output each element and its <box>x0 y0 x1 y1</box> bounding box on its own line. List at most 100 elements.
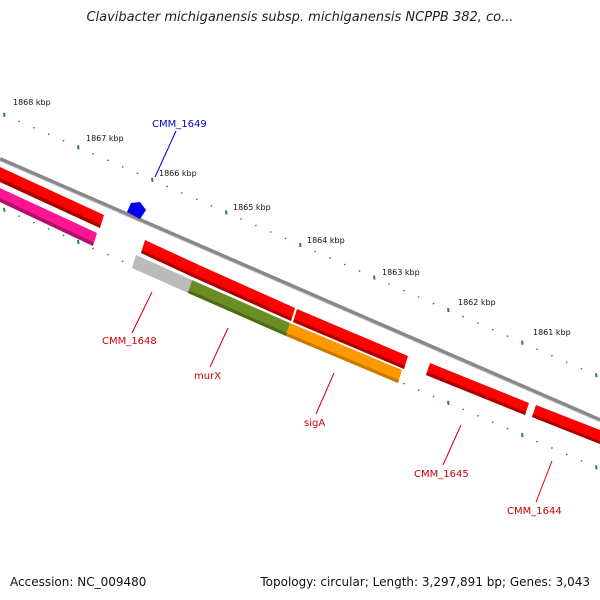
inner-tick <box>432 395 435 398</box>
inner-tick <box>47 228 50 231</box>
inner-tick <box>77 239 80 245</box>
gene-label-cmm-1648[interactable]: CMM_1648 <box>102 336 157 347</box>
outer-tick <box>18 120 21 123</box>
outer-tick <box>269 231 272 233</box>
map-title: Clavibacter michiganensis subsp. michiga… <box>86 10 514 25</box>
outer-tick <box>92 152 95 155</box>
gene-label-murx[interactable]: murX <box>194 371 221 382</box>
gene-feature-red-small[interactable] <box>141 240 199 278</box>
inner-tick <box>476 414 479 417</box>
inner-tick <box>595 465 598 470</box>
outer-tick <box>314 250 317 253</box>
kbp-label-1865: 1865 kbp <box>233 203 271 212</box>
gene-feature-cmm-1648[interactable] <box>132 255 192 293</box>
inner-tick <box>106 253 109 256</box>
outer-tick <box>77 145 80 150</box>
outer-tick <box>476 322 479 325</box>
gene-feature-red-2[interactable] <box>195 265 295 321</box>
gene-feature-red-3-shade <box>293 319 405 369</box>
leader-line-cmm-1644 <box>535 460 553 503</box>
gene-feature-cmm-1644-shade <box>532 414 600 444</box>
outer-tick <box>328 257 331 259</box>
backbone-inner <box>0 160 600 423</box>
gene-feature-cmm-1645[interactable] <box>426 363 529 415</box>
kbp-label-1864: 1864 kbp <box>307 236 345 245</box>
gene-feature-red-left[interactable] <box>0 167 104 228</box>
topology-text: Topology: circular; Length: 3,297,891 bp… <box>260 575 590 589</box>
gene-feature-murx[interactable] <box>188 280 290 336</box>
outer-tick <box>417 296 420 299</box>
outer-tick <box>254 224 257 227</box>
gene-feature-magenta-shade <box>0 198 93 246</box>
outer-tick <box>506 335 509 338</box>
outer-tick <box>373 275 376 280</box>
leader-line-siga <box>315 372 335 415</box>
outer-tick <box>166 185 169 188</box>
outer-tick <box>195 198 198 201</box>
gene-feature-red-left-shade <box>0 178 100 228</box>
outer-tick <box>536 348 539 351</box>
leader-line-cmm-1648 <box>131 291 153 334</box>
backbone-outer <box>0 157 600 422</box>
inner-tick <box>506 427 509 430</box>
leader-line-cmm-1645 <box>442 424 462 466</box>
inner-tick <box>580 459 583 462</box>
gene-feature-cmm-1649[interactable] <box>127 202 146 219</box>
outer-tick <box>343 263 346 266</box>
outer-tick <box>225 210 228 215</box>
gene-label-cmm-1644[interactable]: CMM_1644 <box>507 506 562 517</box>
gene-label-cmm-1645[interactable]: CMM_1645 <box>414 469 469 480</box>
kbp-label-1862: 1862 kbp <box>458 298 496 307</box>
inner-tick <box>521 432 524 438</box>
outer-tick-row <box>3 112 598 378</box>
outer-tick <box>521 340 524 345</box>
outer-tick <box>447 307 450 313</box>
outer-tick <box>284 237 287 240</box>
outer-tick <box>550 354 553 357</box>
inner-tick <box>550 446 553 449</box>
inner-tick <box>402 382 405 385</box>
inner-tick <box>18 215 21 218</box>
inner-tick <box>121 260 124 263</box>
inner-tick <box>565 453 568 456</box>
gene-feature-red-small-shade <box>141 250 196 278</box>
gene-feature-siga-shade <box>286 333 399 383</box>
gene-feature-siga[interactable] <box>286 323 402 383</box>
inner-tick <box>417 389 420 391</box>
outer-tick <box>358 270 361 273</box>
outer-tick <box>402 289 405 292</box>
gene-feature-magenta[interactable] <box>0 188 97 246</box>
inner-tick <box>92 247 95 250</box>
gene-label-siga[interactable]: sigA <box>304 418 325 429</box>
outer-tick <box>388 283 391 286</box>
inner-tick <box>62 234 65 237</box>
gene-label-cmm-1649[interactable]: CMM_1649 <box>152 119 207 130</box>
accession-text: Accession: NC_009480 <box>10 575 147 589</box>
inner-tick <box>536 440 539 443</box>
outer-tick <box>47 133 50 136</box>
inner-tick <box>491 421 494 424</box>
outer-tick <box>595 373 598 378</box>
outer-tick <box>240 217 243 220</box>
kbp-label-1861: 1861 kbp <box>533 328 571 337</box>
outer-tick <box>491 328 494 331</box>
outer-tick <box>299 242 302 248</box>
outer-tick <box>180 191 183 194</box>
gene-feature-red-2-shade <box>195 275 292 321</box>
outer-tick <box>106 159 109 162</box>
inner-tick <box>447 400 450 406</box>
outer-tick <box>432 302 435 305</box>
outer-tick <box>210 204 213 207</box>
outer-tick <box>462 315 465 318</box>
outer-tick <box>32 126 35 129</box>
outer-tick <box>151 177 154 183</box>
kbp-label-1868: 1868 kbp <box>13 98 51 107</box>
outer-tick <box>580 367 583 370</box>
leader-line-cmm-1649 <box>154 130 177 178</box>
outer-tick <box>136 172 139 175</box>
gene-feature-cmm-1645-shade <box>426 372 526 415</box>
outer-tick <box>62 139 65 142</box>
outer-tick <box>565 361 568 364</box>
gene-feature-red-3[interactable] <box>293 309 408 369</box>
